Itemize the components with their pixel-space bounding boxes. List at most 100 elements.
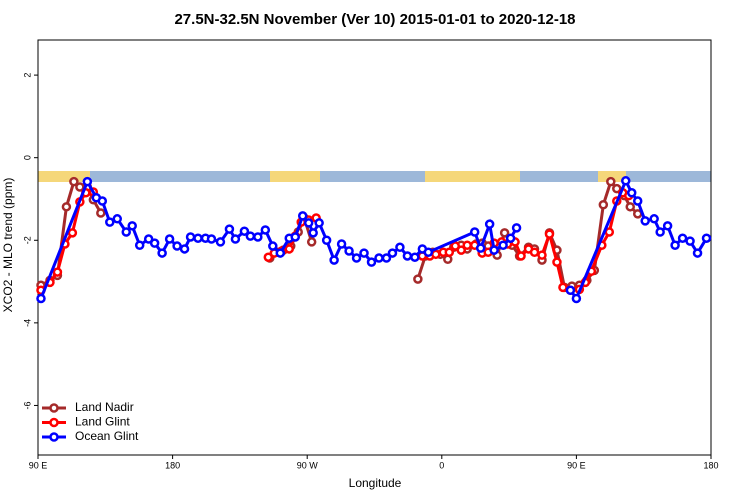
data-point [598,200,609,210]
data-point [423,247,434,257]
data-point [565,285,576,295]
x-tick-label: 180 [703,460,718,470]
data-point [431,249,441,260]
data-point [499,228,510,238]
data-point [224,224,235,234]
data-point [612,183,622,194]
data-point [444,247,455,257]
data-point [484,219,495,229]
land-ocean-strip [38,171,711,182]
data-point [537,250,547,260]
data-point [402,251,413,261]
data-point [336,239,347,249]
data-point [571,293,582,304]
x-tick-label: 90 E [29,460,48,470]
data-point [185,232,196,242]
legend-label: Land Glint [75,415,130,429]
data-point [685,236,695,246]
data-point [692,248,703,258]
data-point [143,234,154,244]
data-point [498,240,508,250]
data-point [253,232,263,242]
data-point [413,274,423,284]
y-axis-label: XCO2 - MLO trend (ppm) [1,178,15,313]
x-axis-label: Longitude [349,476,402,490]
data-point [359,248,369,258]
legend-marker [49,403,59,413]
data-point [456,245,466,255]
y-tick-label: -4 [22,319,32,327]
data-point [134,240,145,250]
data-point [351,253,362,263]
data-point [381,253,392,263]
data-point [61,202,72,212]
y-tick-label: -6 [22,401,32,409]
data-point [82,176,93,187]
data-point [164,234,175,244]
data-point [329,255,339,265]
data-point [516,251,526,261]
data-point [621,176,631,186]
data-point [105,217,115,227]
y-tick-label: 2 [22,73,32,78]
legend-label: Land Nadir [75,400,134,414]
data-point [529,247,540,257]
plot-frame [37,39,712,456]
data-point [275,248,286,258]
data-point [469,227,480,237]
data-point [649,214,659,224]
data-point [308,228,318,238]
data-point [172,241,182,251]
data-point [284,244,295,254]
data-point [374,253,384,263]
data-point [606,176,616,187]
data-point [290,232,300,242]
data-point [112,214,123,224]
data-point [260,225,271,235]
data-point [558,282,568,293]
legend-label: Ocean Glint [75,429,139,443]
data-point [239,226,250,236]
data-point [489,245,499,255]
data-point [475,243,486,253]
data-point [626,188,637,198]
x-tick-label: 0 [439,460,444,470]
data-point [36,293,46,304]
data-point [632,196,643,206]
data-point [511,223,522,233]
series-line [40,190,630,292]
data-point [215,237,226,247]
data-point [640,216,650,226]
x-tick-label: 90 E [567,460,586,470]
data-point [121,227,131,237]
data-point [52,267,63,277]
data-point [462,240,472,250]
data-point [662,221,673,231]
data-point [206,234,217,244]
data-point [387,248,398,258]
data-point [314,218,324,228]
data-point [366,257,377,267]
data-point [69,176,79,187]
data-point [655,227,665,237]
data-point [450,241,461,251]
data-point [157,248,167,258]
data-point [701,233,712,243]
data-point [96,208,106,218]
data-point [297,211,308,221]
data-point [544,229,555,239]
data-point [263,252,274,262]
data-point [321,235,332,246]
data-point [552,257,562,267]
y-tick-label: 0 [22,155,32,160]
data-point [245,231,256,241]
data-point [505,233,516,243]
legend-marker [49,432,59,442]
data-point [670,240,680,250]
data-point [395,242,405,253]
data-point [127,221,137,231]
legend-marker [49,417,59,428]
x-tick-label: 90 W [297,460,319,470]
